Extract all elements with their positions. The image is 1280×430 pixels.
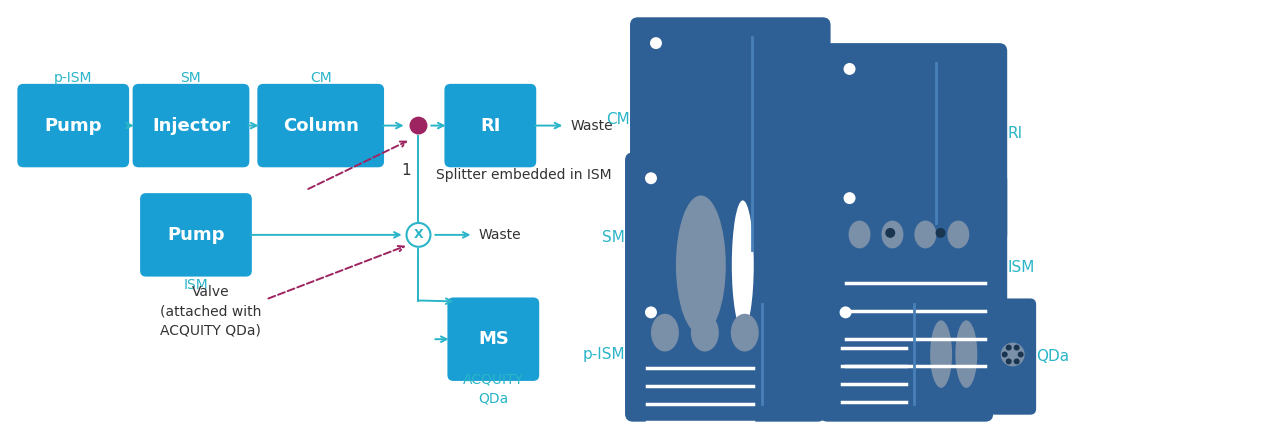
Circle shape [1014,344,1020,350]
Ellipse shape [882,221,904,249]
Circle shape [1018,351,1024,357]
FancyBboxPatch shape [625,152,832,362]
Ellipse shape [849,221,870,249]
Text: p-ISM: p-ISM [582,347,625,362]
Circle shape [840,307,851,318]
Text: Injector: Injector [152,117,230,135]
Ellipse shape [676,195,726,335]
FancyBboxPatch shape [257,84,384,167]
Ellipse shape [914,221,937,249]
Circle shape [1002,351,1007,357]
FancyBboxPatch shape [823,43,1007,243]
Circle shape [844,63,855,75]
Text: ACQUITY
QDa: ACQUITY QDa [463,373,524,405]
Text: QDa: QDa [1036,349,1069,364]
Text: CM: CM [607,112,630,127]
FancyBboxPatch shape [625,286,826,422]
Circle shape [1006,344,1011,350]
Text: RI: RI [480,117,500,135]
Text: p-ISM: p-ISM [54,71,92,85]
Text: ISM: ISM [1007,260,1034,275]
FancyBboxPatch shape [823,172,1007,382]
Text: SM: SM [180,71,201,85]
Circle shape [410,117,428,135]
Text: MS: MS [477,330,508,348]
Text: SM: SM [602,230,625,246]
Text: RI: RI [1007,126,1023,141]
Text: 1: 1 [402,163,411,178]
Ellipse shape [691,314,719,351]
FancyBboxPatch shape [819,286,993,422]
Circle shape [844,192,855,204]
Circle shape [645,172,657,184]
Text: Pump: Pump [168,226,225,244]
Text: Pump: Pump [45,117,102,135]
FancyBboxPatch shape [18,84,129,167]
Text: X: X [413,228,424,241]
Circle shape [650,37,662,49]
Circle shape [645,307,657,318]
Circle shape [1001,343,1025,366]
Ellipse shape [947,221,969,249]
Circle shape [936,228,946,238]
FancyBboxPatch shape [444,84,536,167]
Text: Waste: Waste [479,228,521,242]
FancyBboxPatch shape [448,298,539,381]
FancyBboxPatch shape [630,17,831,270]
Ellipse shape [731,314,759,351]
Circle shape [1006,358,1011,364]
Text: Waste: Waste [570,119,613,132]
FancyBboxPatch shape [140,193,252,276]
FancyBboxPatch shape [989,298,1036,415]
Ellipse shape [732,200,754,329]
Text: Column: Column [283,117,358,135]
Circle shape [886,228,895,238]
Ellipse shape [955,320,978,388]
Circle shape [407,223,430,247]
Text: Splitter embedded in ISM: Splitter embedded in ISM [436,168,612,182]
Circle shape [1014,358,1020,364]
Text: CM: CM [310,71,332,85]
Ellipse shape [652,314,678,351]
Ellipse shape [931,320,952,388]
Text: ISM: ISM [183,277,209,292]
Text: Valve
(attached with
ACQUITY QDa): Valve (attached with ACQUITY QDa) [160,285,261,338]
FancyBboxPatch shape [133,84,250,167]
